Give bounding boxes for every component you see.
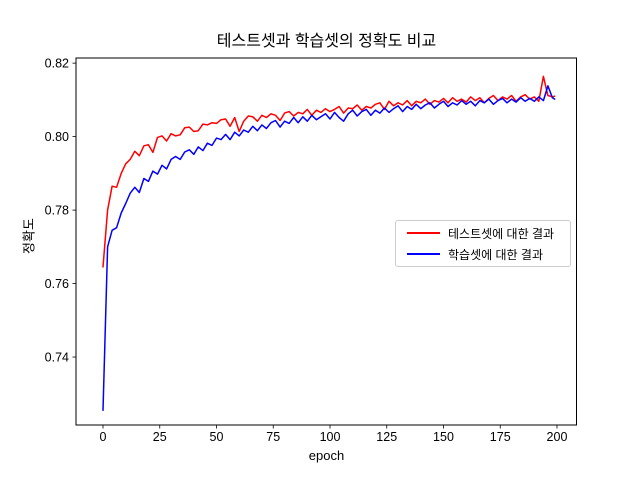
legend-label-test: 테스트셋에 대한 결과 (448, 226, 555, 241)
series-line-test (102, 75, 556, 268)
x-tick-label: 125 (376, 430, 397, 444)
legend-entry-test: 테스트셋에 대한 결과 (396, 225, 570, 242)
x-tick-label: 75 (266, 430, 280, 444)
axes-frame (75, 57, 577, 426)
chart-title: 테스트셋과 학습셋의 정확도 비교 (216, 33, 437, 50)
y-tick-label: 0.80 (45, 130, 69, 144)
y-tick-label: 0.82 (45, 57, 69, 71)
x-tick-label: 25 (153, 430, 167, 444)
y-tick-label: 0.76 (45, 277, 69, 291)
legend-line-sample-train (407, 253, 440, 255)
legend: 테스트셋에 대한 결과 학습셋에 대한 결과 (395, 220, 571, 267)
x-tick-label: 50 (210, 430, 224, 444)
series-line-train (102, 85, 556, 412)
legend-line-sample-test (407, 232, 440, 234)
y-tick-label: 0.74 (45, 351, 69, 365)
y-axis-label: 정확도 (21, 218, 37, 254)
x-tick-label: 0 (100, 430, 107, 444)
legend-entry-train: 학습셋에 대한 결과 (396, 246, 570, 263)
x-tick-label: 150 (433, 430, 454, 444)
y-tick-label: 0.78 (45, 204, 69, 218)
x-tick-label: 100 (320, 430, 341, 444)
x-axis-label: epoch (308, 448, 345, 463)
x-tick-label: 200 (547, 430, 568, 444)
x-tick-label: 175 (490, 430, 511, 444)
legend-label-train: 학습셋에 대한 결과 (448, 247, 543, 262)
